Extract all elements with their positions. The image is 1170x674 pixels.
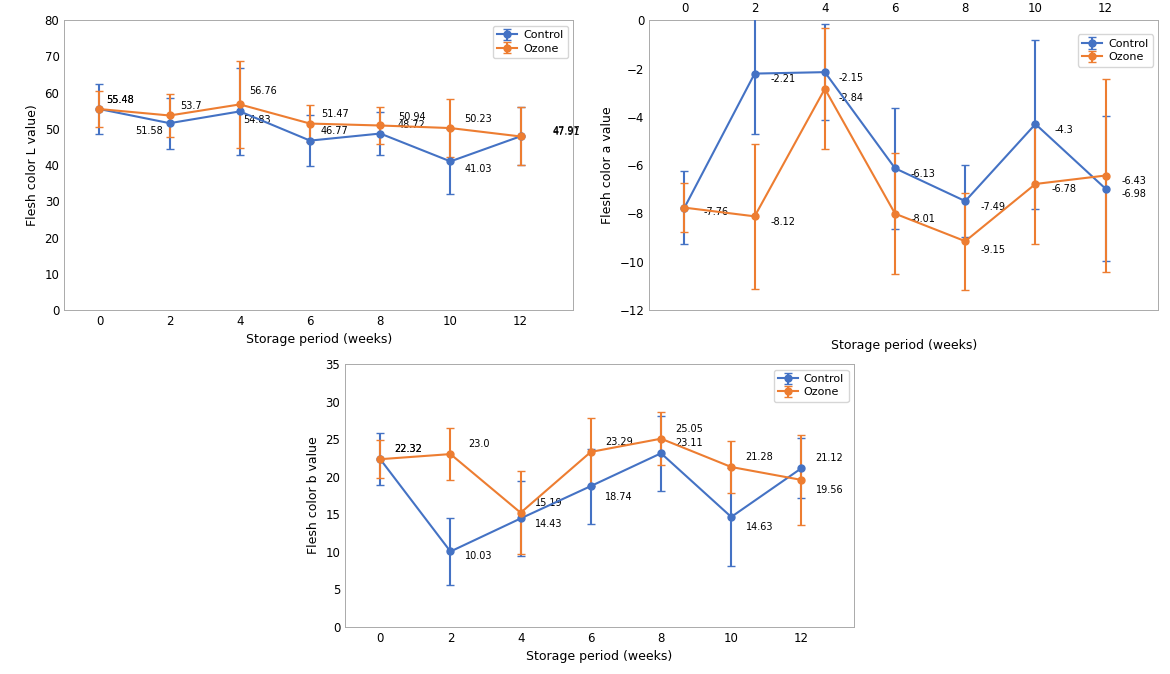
Text: -8.12: -8.12 [770,217,796,226]
Text: -6.13: -6.13 [910,168,936,179]
Text: Storage period (weeks): Storage period (weeks) [831,339,977,352]
Text: 15.19: 15.19 [535,498,563,508]
Text: 23.11: 23.11 [675,439,703,448]
Text: 14.43: 14.43 [535,520,563,530]
Text: 14.63: 14.63 [745,522,773,532]
Text: 55.48: 55.48 [106,94,135,104]
Text: 41.03: 41.03 [464,164,493,175]
Text: 51.47: 51.47 [321,109,349,119]
Text: -2.84: -2.84 [839,93,863,103]
Text: 21.12: 21.12 [815,454,844,464]
Legend: Control, Ozone: Control, Ozone [773,369,848,402]
Text: 21.28: 21.28 [745,452,773,462]
Text: 18.74: 18.74 [605,491,633,501]
Text: -8.01: -8.01 [910,214,936,224]
Text: 48.72: 48.72 [398,120,426,130]
X-axis label: Storage period (weeks): Storage period (weeks) [526,650,673,663]
Legend: Control, Ozone: Control, Ozone [1078,34,1152,67]
Legend: Control, Ozone: Control, Ozone [493,26,567,58]
Text: 19.56: 19.56 [815,485,844,495]
Text: 53.7: 53.7 [180,101,201,111]
Text: 47.91: 47.91 [552,127,580,137]
Text: -2.21: -2.21 [770,74,796,84]
Text: -9.15: -9.15 [980,245,1006,255]
Text: 25.05: 25.05 [675,424,703,434]
Text: 54.83: 54.83 [243,115,271,125]
Text: 51.58: 51.58 [135,126,163,136]
X-axis label: Storage period (weeks): Storage period (weeks) [246,334,392,346]
Text: -6.43: -6.43 [1121,176,1147,186]
Y-axis label: Flesh color a value: Flesh color a value [601,106,614,224]
Text: -4.3: -4.3 [1054,125,1073,135]
Y-axis label: Flesh color b value: Flesh color b value [307,437,319,554]
Text: 47.97: 47.97 [552,127,580,136]
Text: -2.15: -2.15 [839,73,863,83]
Text: 56.76: 56.76 [249,86,276,96]
Text: 50.94: 50.94 [398,112,426,122]
Text: 23.0: 23.0 [468,439,489,450]
Text: -6.78: -6.78 [1051,185,1076,194]
Text: 50.23: 50.23 [464,113,493,123]
Text: 22.32: 22.32 [394,444,422,454]
Y-axis label: Flesh color L value): Flesh color L value) [26,104,39,226]
Text: 55.48: 55.48 [106,94,135,104]
Text: 22.32: 22.32 [394,444,422,454]
Text: -7.76: -7.76 [703,207,729,217]
Text: -7.49: -7.49 [980,202,1006,212]
Text: 46.77: 46.77 [321,126,349,136]
Text: 23.29: 23.29 [605,437,633,447]
Text: 10.03: 10.03 [464,551,493,561]
Text: -6.98: -6.98 [1121,189,1147,200]
